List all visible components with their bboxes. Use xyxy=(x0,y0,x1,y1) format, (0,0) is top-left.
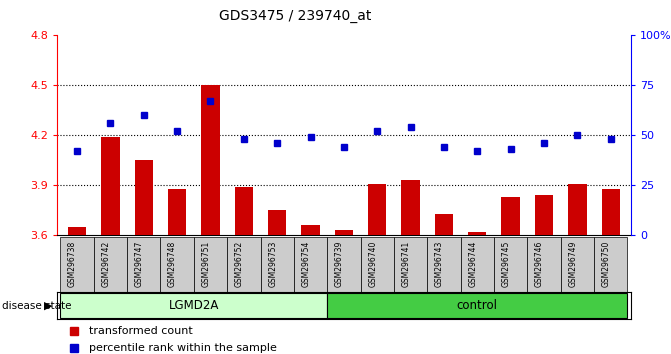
Bar xyxy=(201,85,219,235)
Bar xyxy=(301,225,319,235)
Bar xyxy=(327,292,627,318)
Text: GSM296742: GSM296742 xyxy=(101,241,111,287)
Text: GSM296740: GSM296740 xyxy=(368,241,377,287)
Bar xyxy=(294,237,327,292)
Text: GSM296749: GSM296749 xyxy=(568,241,577,287)
Bar xyxy=(602,189,620,235)
Bar xyxy=(435,214,453,235)
Text: transformed count: transformed count xyxy=(89,326,193,336)
Text: GSM296754: GSM296754 xyxy=(301,241,311,287)
Bar xyxy=(501,197,520,235)
Bar xyxy=(194,237,227,292)
Bar xyxy=(160,237,194,292)
Bar xyxy=(235,187,253,235)
Bar xyxy=(101,137,119,235)
Bar xyxy=(535,195,553,235)
Bar xyxy=(335,230,353,235)
Bar xyxy=(260,237,294,292)
Bar xyxy=(527,237,561,292)
Bar xyxy=(494,237,527,292)
Text: GSM296745: GSM296745 xyxy=(502,241,511,287)
Bar xyxy=(468,232,486,235)
Bar xyxy=(568,184,586,235)
Text: GSM296747: GSM296747 xyxy=(135,241,144,287)
Text: GSM296738: GSM296738 xyxy=(68,241,77,287)
Text: GSM296750: GSM296750 xyxy=(602,241,611,287)
Text: GSM296748: GSM296748 xyxy=(168,241,177,287)
Bar xyxy=(135,160,153,235)
Bar xyxy=(127,237,160,292)
Text: GSM296751: GSM296751 xyxy=(201,241,211,287)
Text: GSM296744: GSM296744 xyxy=(468,241,477,287)
Text: percentile rank within the sample: percentile rank within the sample xyxy=(89,343,276,353)
Bar xyxy=(394,237,427,292)
Text: GSM296739: GSM296739 xyxy=(335,241,344,287)
Text: GSM296753: GSM296753 xyxy=(268,241,277,287)
Text: GSM296746: GSM296746 xyxy=(535,241,544,287)
Text: GDS3475 / 239740_at: GDS3475 / 239740_at xyxy=(219,9,372,23)
Bar xyxy=(460,237,494,292)
Bar xyxy=(427,237,460,292)
Bar xyxy=(360,237,394,292)
Bar xyxy=(94,237,127,292)
Bar xyxy=(168,189,187,235)
Bar xyxy=(561,237,594,292)
Bar xyxy=(368,184,386,235)
Bar xyxy=(60,237,94,292)
Text: disease state: disease state xyxy=(2,301,72,310)
Bar xyxy=(268,210,287,235)
Bar xyxy=(227,237,260,292)
Text: ▶: ▶ xyxy=(44,301,52,310)
Text: GSM296741: GSM296741 xyxy=(402,241,411,287)
Bar xyxy=(401,181,420,235)
Text: GSM296752: GSM296752 xyxy=(235,241,244,287)
Bar xyxy=(68,227,86,235)
Bar xyxy=(60,292,327,318)
Text: LGMD2A: LGMD2A xyxy=(168,299,219,312)
Bar xyxy=(327,237,360,292)
Text: GSM296743: GSM296743 xyxy=(435,241,444,287)
Bar xyxy=(594,237,627,292)
Text: control: control xyxy=(457,299,498,312)
